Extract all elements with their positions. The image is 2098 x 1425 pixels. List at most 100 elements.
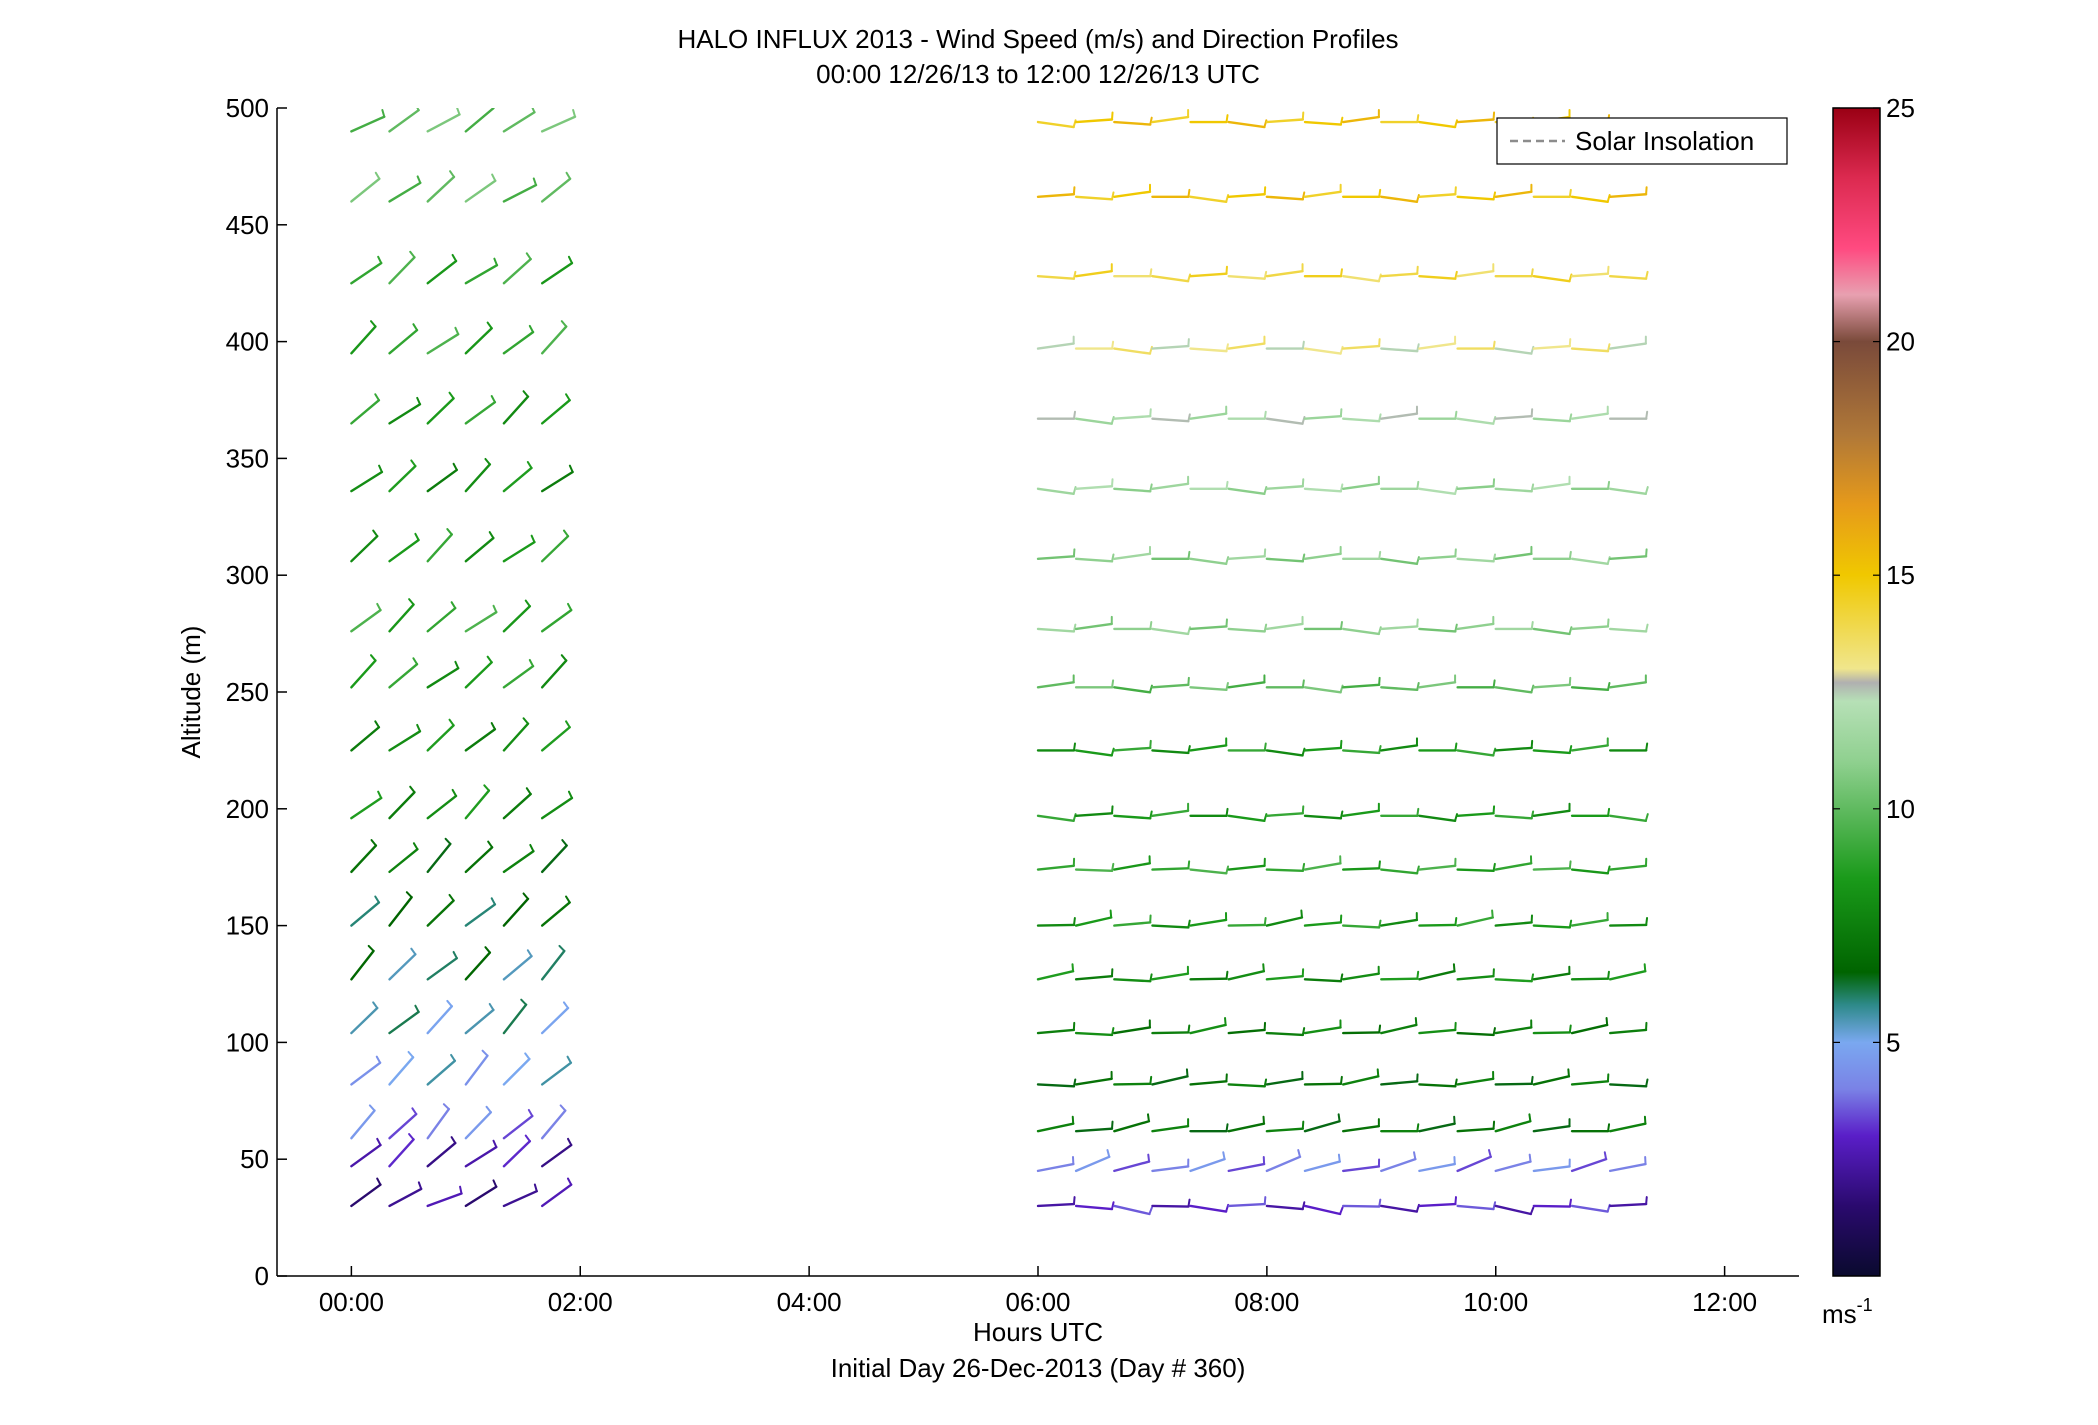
wind-barb-flag <box>486 655 493 664</box>
wind-barb-flag <box>1378 413 1382 423</box>
wind-barb-flag <box>1187 860 1191 870</box>
wind-barb-flag <box>1645 623 1649 633</box>
wind-barb-flag <box>1148 1206 1153 1216</box>
wind-barb <box>1265 195 1304 201</box>
wind-barb-flag <box>1645 742 1649 752</box>
wind-barb <box>426 175 456 203</box>
wind-barb <box>1074 417 1113 425</box>
wind-barb-flag <box>409 785 416 794</box>
wind-barb-flag <box>560 654 568 662</box>
wind-barb <box>1151 1031 1190 1035</box>
wind-barb <box>350 1183 382 1208</box>
wind-barb <box>502 540 536 563</box>
wind-barb <box>1532 1031 1572 1035</box>
wind-barb <box>1036 1122 1075 1133</box>
wind-barb <box>464 463 492 493</box>
wind-barb-flag <box>1568 338 1572 348</box>
wind-barb <box>502 722 530 752</box>
wind-barb <box>1456 749 1495 757</box>
wind-barb-flag <box>488 531 495 540</box>
wind-barb <box>1532 1124 1571 1133</box>
wind-barb <box>1456 1077 1495 1086</box>
wind-barb <box>1189 412 1228 420</box>
wind-barb <box>1456 195 1495 201</box>
wind-barb-flag <box>372 1001 379 1010</box>
wind-barb <box>350 844 378 874</box>
wind-barb <box>1532 274 1571 283</box>
wind-barb-flag <box>411 1107 418 1116</box>
wind-barb-flag <box>1111 1027 1115 1036</box>
wind-barb <box>1570 1204 1609 1213</box>
wind-barb <box>1570 1023 1609 1035</box>
wind-barb <box>1074 868 1114 872</box>
wind-barb <box>1494 552 1533 561</box>
wind-barb-flag <box>568 464 574 474</box>
wind-barb <box>1380 1157 1417 1173</box>
wind-barb <box>1342 627 1381 636</box>
wind-barb <box>1113 814 1152 820</box>
wind-barb-flag <box>416 396 422 406</box>
wind-barb <box>1074 1127 1114 1133</box>
wind-barb-flag <box>1225 865 1230 875</box>
wind-barb-flag <box>1567 1068 1570 1078</box>
wind-barb-flag <box>1072 1196 1076 1206</box>
wind-barb <box>1265 974 1304 981</box>
wind-barb <box>1532 1165 1571 1173</box>
wind-barb-flag <box>1263 1078 1268 1088</box>
wind-barb <box>1418 681 1457 689</box>
wind-barb <box>350 796 383 820</box>
wind-barb <box>540 1061 573 1086</box>
wind-barb-flag <box>444 837 452 845</box>
wind-barb-flag <box>378 464 383 474</box>
wind-barb-flag <box>377 255 383 265</box>
x-tick-label: 02:00 <box>548 1287 613 1317</box>
wind-barb <box>1227 1028 1266 1035</box>
wind-barb <box>388 328 419 355</box>
wind-barb-flag <box>1607 480 1611 490</box>
wind-barb <box>388 108 420 133</box>
wind-barb-flag <box>1187 188 1191 198</box>
wind-barb-flag <box>410 947 417 956</box>
wind-barb-flag <box>375 1055 382 1064</box>
wind-barb <box>1036 193 1076 198</box>
wind-barb <box>1151 1165 1190 1173</box>
wind-barb <box>1074 1031 1114 1037</box>
wind-barb <box>464 661 493 689</box>
wind-barb <box>1532 972 1571 981</box>
wind-barb <box>1342 1031 1381 1035</box>
wind-barb-flag <box>1187 919 1191 929</box>
wind-barb-flag <box>531 108 536 114</box>
wind-barb <box>1036 1162 1075 1173</box>
wind-barb-flag <box>1645 917 1649 926</box>
wind-barb <box>1380 1204 1419 1213</box>
wind-barb <box>1227 555 1266 561</box>
wind-barb-flag <box>1492 679 1496 689</box>
wind-barb <box>1227 120 1266 129</box>
wind-barb-flag <box>1149 268 1153 278</box>
wind-barb <box>464 1054 489 1086</box>
wind-barb-flag <box>1568 413 1573 423</box>
wind-barb-flag <box>1603 1151 1608 1161</box>
wind-barb-flag <box>1645 1196 1648 1206</box>
legend-box <box>1496 117 1788 165</box>
wind-barb-flag <box>483 784 490 792</box>
wind-barb-flag <box>1263 270 1268 280</box>
wind-barb <box>388 256 416 285</box>
wind-barb <box>1532 809 1571 818</box>
wind-barb <box>464 610 498 633</box>
wind-barb <box>1608 342 1648 350</box>
y-tick-label: 400 <box>226 327 269 357</box>
wind-barb <box>464 1185 498 1208</box>
wind-barb <box>1532 867 1572 871</box>
wind-barb <box>1494 1120 1532 1133</box>
wind-barb <box>464 1145 498 1168</box>
wind-barb <box>1189 868 1228 875</box>
wind-barb-flag <box>1378 550 1382 560</box>
colorbar-tick-label: 10 <box>1886 794 1915 824</box>
wind-barb <box>1036 1028 1076 1035</box>
wind-barb-flag <box>1263 186 1267 196</box>
wind-barb <box>1303 1082 1343 1086</box>
wind-barb-flag <box>374 393 380 402</box>
wind-barb <box>502 183 538 203</box>
wind-barb <box>426 1107 451 1140</box>
